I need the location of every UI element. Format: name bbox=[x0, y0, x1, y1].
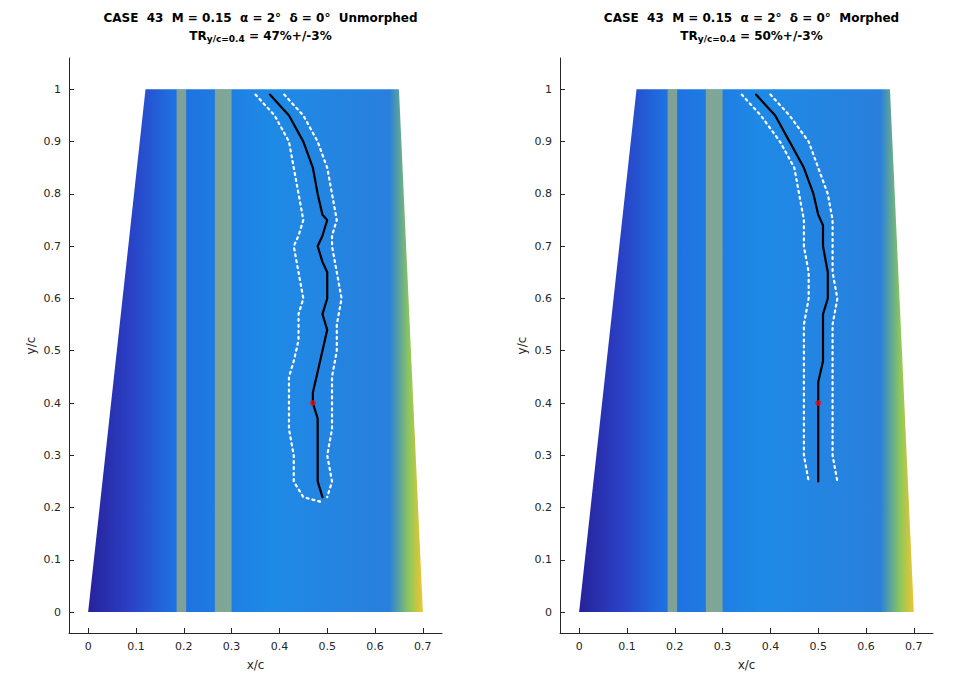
svg-text:0.8: 0.8 bbox=[44, 187, 62, 200]
svg-text:0: 0 bbox=[576, 640, 583, 653]
svg-text:TR: TR bbox=[189, 29, 206, 43]
svg-text:0.2: 0.2 bbox=[535, 501, 553, 514]
svg-text:y/c: y/c bbox=[515, 337, 529, 355]
svg-text:0.4: 0.4 bbox=[271, 640, 289, 653]
svg-text:CASE 43 M = 0.15 α = 2° δ: CASE 43 M = 0.15 α = 2° δ = 0° Morphed bbox=[604, 11, 899, 25]
svg-text:CASE 43 M = 0.15 α = 2° δ: CASE 43 M = 0.15 α = 2° δ = 0° Unmorphed bbox=[103, 11, 417, 25]
svg-text:0.1: 0.1 bbox=[618, 640, 636, 653]
svg-text:x/c: x/c bbox=[247, 658, 265, 672]
svg-text:0.5: 0.5 bbox=[535, 344, 553, 357]
svg-text:y/c=0.4: y/c=0.4 bbox=[207, 34, 245, 44]
svg-text:0.1: 0.1 bbox=[535, 553, 553, 566]
svg-text:0.2: 0.2 bbox=[44, 501, 62, 514]
svg-text:y/c: y/c bbox=[24, 337, 38, 355]
svg-text:0.4: 0.4 bbox=[535, 397, 553, 410]
svg-text:0.6: 0.6 bbox=[44, 292, 62, 305]
svg-text:0.4: 0.4 bbox=[762, 640, 780, 653]
svg-text:y/c=0.4: y/c=0.4 bbox=[698, 34, 736, 44]
svg-text:0.3: 0.3 bbox=[223, 640, 241, 653]
svg-text:0: 0 bbox=[545, 606, 552, 619]
svg-text:= 47%+/-3%: = 47%+/-3% bbox=[245, 29, 332, 43]
svg-text:0.2: 0.2 bbox=[175, 640, 193, 653]
svg-text:0.7: 0.7 bbox=[414, 640, 432, 653]
svg-text:1: 1 bbox=[545, 83, 552, 96]
svg-text:0.3: 0.3 bbox=[714, 640, 732, 653]
svg-text:0.2: 0.2 bbox=[666, 640, 684, 653]
svg-text:0.1: 0.1 bbox=[127, 640, 145, 653]
svg-text:1: 1 bbox=[54, 83, 61, 96]
svg-text:0.8: 0.8 bbox=[535, 187, 553, 200]
svg-text:0.7: 0.7 bbox=[905, 640, 923, 653]
svg-text:0.5: 0.5 bbox=[318, 640, 336, 653]
svg-text:0.3: 0.3 bbox=[44, 449, 62, 462]
svg-text:0: 0 bbox=[54, 606, 61, 619]
svg-text:0.5: 0.5 bbox=[44, 344, 62, 357]
svg-text:0.6: 0.6 bbox=[366, 640, 384, 653]
svg-text:0: 0 bbox=[85, 640, 92, 653]
svg-text:0.7: 0.7 bbox=[44, 240, 62, 253]
svg-text:TR: TR bbox=[680, 29, 697, 43]
svg-text:0.1: 0.1 bbox=[44, 553, 62, 566]
svg-text:0.5: 0.5 bbox=[809, 640, 827, 653]
svg-text:x/c: x/c bbox=[738, 658, 756, 672]
svg-text:0.6: 0.6 bbox=[857, 640, 875, 653]
svg-text:0.9: 0.9 bbox=[535, 135, 553, 148]
svg-text:= 50%+/-3%: = 50%+/-3% bbox=[736, 29, 823, 43]
svg-text:0.7: 0.7 bbox=[535, 240, 553, 253]
svg-text:0.9: 0.9 bbox=[44, 135, 62, 148]
svg-text:0.3: 0.3 bbox=[535, 449, 553, 462]
svg-text:0.4: 0.4 bbox=[44, 397, 62, 410]
svg-text:0.6: 0.6 bbox=[535, 292, 553, 305]
